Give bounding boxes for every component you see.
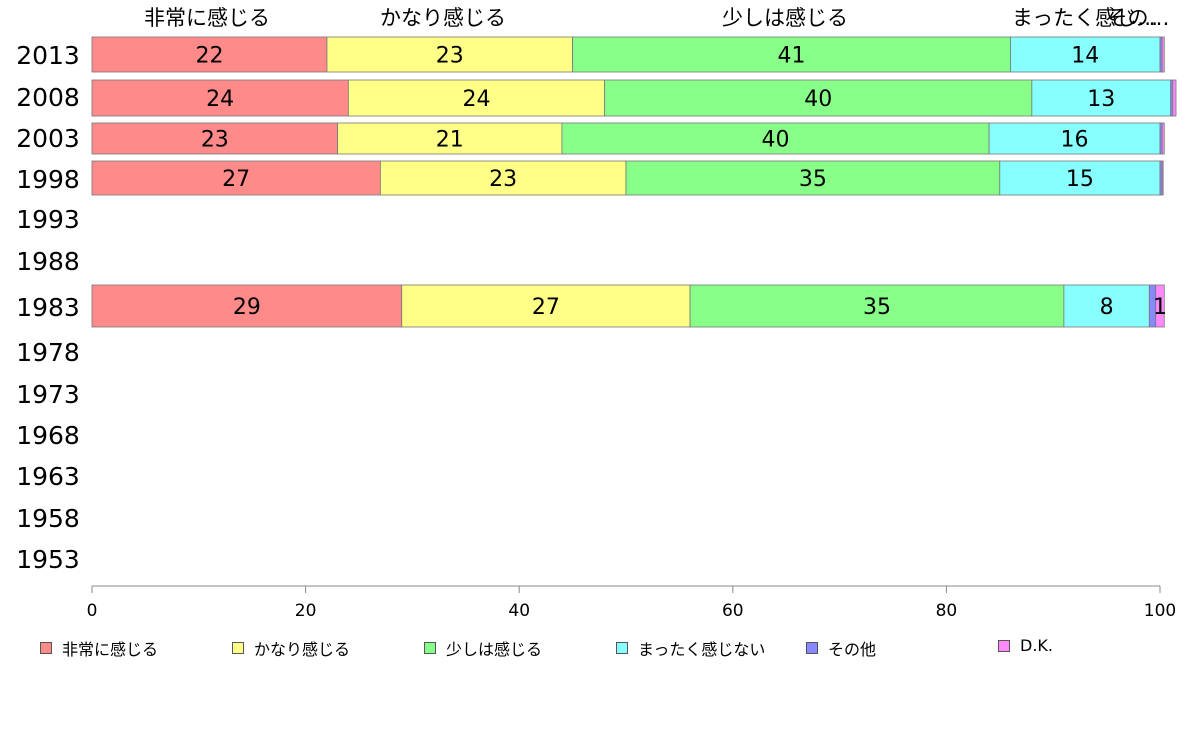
bar-value-label: 24 [462, 87, 490, 112]
x-tick-label: 100 [1144, 601, 1176, 621]
bar-segment [401, 284, 691, 328]
year-label: 1988 [16, 247, 80, 276]
bar-value-label: 27 [222, 167, 250, 192]
top-category-labels: 非常に感じる かなり感じる 少しは感じる まったく感じ…その… [144, 6, 1170, 30]
bar-segment [326, 36, 573, 73]
bar-value-label: 16 [1061, 128, 1089, 153]
x-tick-label: 0 [87, 601, 98, 621]
bar-segment [1172, 79, 1177, 117]
bar-value-label: 27 [532, 295, 560, 320]
bar-segment [999, 160, 1161, 196]
legend-swatch [998, 639, 1010, 652]
bar-segment [1161, 36, 1165, 73]
year-label: 1973 [16, 380, 80, 409]
bar-segment [91, 284, 403, 328]
bar-segment [988, 122, 1161, 155]
year-label: 2003 [16, 124, 80, 153]
bar-segment [1161, 160, 1164, 196]
bar-segment [1031, 79, 1172, 117]
year-label: 1963 [16, 462, 80, 491]
legend-label: D.K. [1020, 636, 1053, 655]
legend-item: 非常に感じる [40, 636, 158, 660]
bar-value-label: 23 [489, 167, 517, 192]
legend-label: かなり感じる [254, 640, 351, 659]
bar-value-label: 40 [804, 87, 832, 112]
bar-value-label: 21 [436, 128, 464, 153]
bar-segment [1161, 122, 1165, 155]
top-label: 少しは感じる [722, 6, 848, 30]
legend-label: その他 [828, 640, 877, 659]
legend-item: その他 [806, 636, 876, 660]
year-label: 1953 [16, 545, 80, 574]
bar-value-label: 40 [762, 128, 790, 153]
year-label: 2013 [16, 41, 80, 70]
legend-swatch [424, 642, 436, 654]
legend: 非常に感じる かなり感じる 少しは感じる まったく感じない その他 D.K. [0, 636, 1188, 666]
bar-value-label: 14 [1071, 44, 1099, 69]
bar-segment [625, 160, 1001, 196]
x-tick-label: 60 [722, 601, 744, 621]
bar-segment [91, 160, 381, 196]
top-label: 非常に感じる [144, 6, 270, 30]
legend-swatch [232, 642, 244, 654]
legend-swatch [40, 642, 52, 654]
bar-segment [1155, 284, 1165, 328]
bar-value-label: 15 [1066, 167, 1094, 192]
year-label: 1993 [16, 205, 80, 234]
x-tick-label: 40 [508, 601, 530, 621]
year-label: 1998 [16, 165, 80, 194]
legend-label: 非常に感じる [62, 640, 159, 659]
bar-segment [91, 79, 349, 117]
bar-value-label: 13 [1087, 87, 1115, 112]
legend-item: 少しは感じる [424, 636, 542, 660]
bar-segment [91, 36, 328, 73]
bar-value-label: 8 [1100, 295, 1114, 320]
year-label: 1958 [16, 504, 80, 533]
year-label: 1983 [16, 293, 80, 322]
legend-swatch [806, 642, 818, 654]
bar-value-label: 35 [799, 167, 827, 192]
year-label: 2008 [16, 83, 80, 112]
year-axis-labels: 2013 2008 2003 1998 1993 1988 1983 1978 1973 1968… [16, 41, 80, 574]
year-label: 1968 [16, 421, 80, 450]
bar-value-label: 24 [206, 87, 234, 112]
bar-value-label: 1 [1153, 295, 1167, 320]
x-axis: 0 20 40 60 80 100 [87, 585, 1176, 621]
bar-value-label: 23 [436, 44, 464, 69]
bar-segment [347, 79, 606, 117]
bar-segment [337, 122, 563, 155]
bar-value-label: 29 [233, 295, 261, 320]
top-label: かなり感じる [380, 6, 506, 30]
bar-value-label: 41 [778, 44, 806, 69]
stacked-bars: 22 23 41 14 24 24 40 13 23 21 40 16 27 23 35 15 29 27 35 8 1 [91, 36, 1177, 328]
bar-value-label: 22 [195, 44, 223, 69]
bar-segment [379, 160, 627, 196]
bar-value-label: 23 [201, 128, 229, 153]
legend-item: D.K. [998, 636, 1053, 655]
legend-label: まったく感じない [638, 640, 766, 659]
legend-swatch [616, 642, 628, 654]
bar-segment [689, 284, 1065, 328]
bar-segment [91, 122, 339, 155]
bar-segment [572, 36, 1011, 73]
top-label: まったく感じ… [1012, 6, 1158, 30]
top-label: その… [1107, 6, 1170, 30]
bar-segment [604, 79, 1033, 117]
bar-value-label: 35 [863, 295, 891, 320]
x-tick-label: 20 [295, 601, 317, 621]
bar-segment [1010, 36, 1161, 73]
bar-segment [561, 122, 990, 155]
legend-label: 少しは感じる [446, 640, 543, 659]
x-tick-label: 80 [936, 601, 958, 621]
year-label: 1978 [16, 338, 80, 367]
legend-item: まったく感じない [616, 636, 765, 660]
legend-item: かなり感じる [232, 636, 350, 660]
